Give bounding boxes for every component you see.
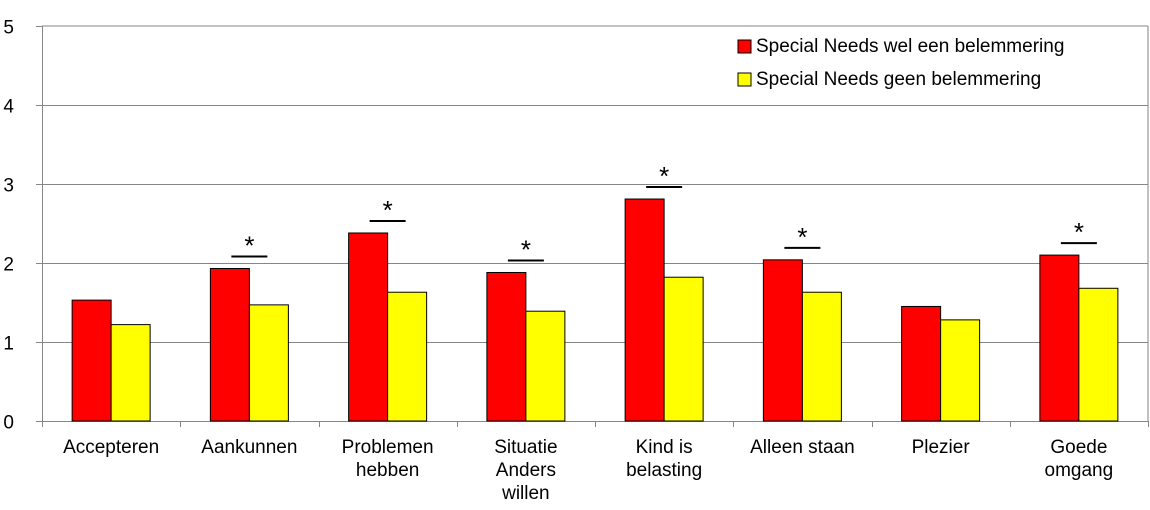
category-label-4-line-1: belasting: [626, 460, 702, 481]
bar-wel-7: [1039, 254, 1080, 422]
significance-star-5: *: [797, 222, 807, 252]
significance-markers: * * * * * *: [231, 161, 1097, 264]
category-label-3-line-2: willen: [501, 483, 550, 504]
bar-wel-2: [348, 232, 389, 422]
legend-swatch-0: [737, 39, 752, 54]
category-label-5-line-0: Alleen staan: [750, 437, 855, 458]
significance-star-3: *: [521, 234, 531, 264]
category-label-6-line-0: Plezier: [912, 437, 971, 458]
bar-geen-2: [387, 291, 428, 422]
bar-geen-6: [940, 319, 981, 422]
bar-wel-0: [71, 299, 112, 422]
category-label-0-line-0: Accepteren: [63, 437, 159, 458]
category-label-3-line-0: Situatie: [494, 437, 557, 458]
y-tick-label-3: 3: [3, 176, 14, 197]
y-tick-label-4: 4: [3, 97, 14, 118]
bar-geen-7: [1078, 287, 1119, 422]
bar-wel-1: [209, 268, 250, 422]
category-label-2-line-1: hebben: [356, 460, 419, 481]
y-tick-label-1: 1: [3, 334, 14, 355]
bar-geen-0: [110, 324, 151, 422]
significance-star-4: *: [659, 161, 669, 191]
category-label-7-line-1: omgang: [1045, 460, 1114, 481]
bar-geen-3: [525, 310, 566, 422]
significance-star-7: *: [1074, 217, 1084, 247]
gridlines: [42, 105, 1148, 343]
bar-geen-4: [663, 276, 704, 422]
category-label-2-line-0: Problemen: [342, 437, 434, 458]
bar-geen-5: [801, 291, 842, 422]
legend-swatch-1: [737, 72, 752, 87]
bar-wel-6: [901, 305, 942, 422]
bar-geen-1: [248, 304, 289, 422]
y-tick-label-5: 5: [3, 18, 14, 39]
category-label-3-line-1: Anders: [496, 460, 556, 481]
significance-star-2: *: [383, 195, 393, 225]
bars: [71, 198, 1119, 422]
legend: Special Needs wel een belemmering Special…: [737, 36, 1064, 90]
legend-label-1: Special Needs geen belemmering: [756, 69, 1041, 90]
y-tick-label-0: 0: [3, 413, 14, 434]
bar-wel-4: [624, 198, 665, 422]
legend-label-0: Special Needs wel een belemmering: [756, 36, 1064, 57]
category-label-1-line-0: Aankunnen: [201, 437, 297, 458]
bar-wel-5: [762, 259, 803, 422]
y-tick-label-2: 2: [3, 255, 14, 276]
category-label-7-line-0: Goede: [1050, 437, 1107, 458]
category-label-4-line-0: Kind is: [636, 437, 693, 458]
axes: 0 1 2 3 4 5: [3, 18, 1149, 434]
significance-star-1: *: [244, 231, 254, 261]
bar-wel-3: [486, 271, 527, 422]
